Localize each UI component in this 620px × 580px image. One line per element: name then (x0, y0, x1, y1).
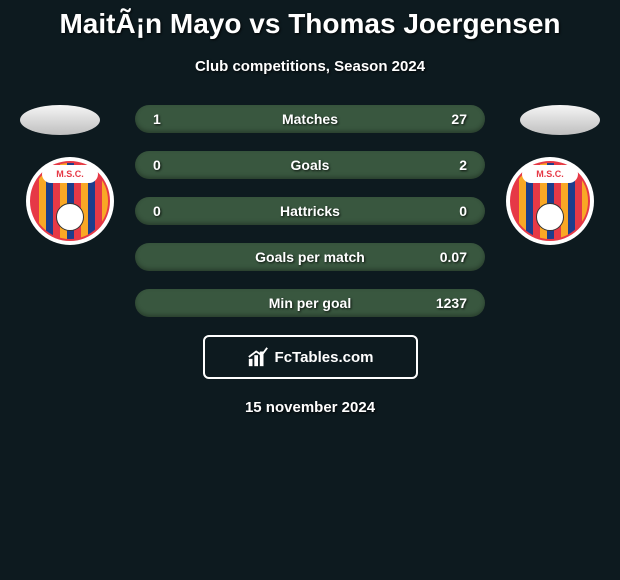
badge-label-left: M.S.C. (42, 165, 98, 183)
badge-label-right: M.S.C. (522, 165, 578, 183)
content-area: M.S.C. M.S.C. 1 Matches 27 0 Goals 2 0 H… (0, 105, 620, 416)
badge-shield-icon: M.S.C. (510, 161, 590, 241)
footer-brand-text: FcTables.com (275, 349, 374, 366)
stat-row-min-per-goal: Min per goal 1237 (135, 289, 485, 317)
badge-shield-icon: M.S.C. (30, 161, 110, 241)
stat-left-value: 0 (153, 157, 193, 173)
flag-right (520, 105, 600, 135)
club-badge-right: M.S.C. (506, 157, 594, 245)
page-title: MaitÃ¡n Mayo vs Thomas Joergensen (0, 0, 620, 40)
soccer-ball-icon (536, 203, 564, 231)
stat-right-value: 0 (427, 203, 467, 219)
stat-row-goals: 0 Goals 2 (135, 151, 485, 179)
stat-right-value: 0.07 (427, 249, 467, 265)
stat-right-value: 2 (427, 157, 467, 173)
stats-list: 1 Matches 27 0 Goals 2 0 Hattricks 0 Goa… (135, 105, 485, 317)
stat-label: Min per goal (193, 295, 427, 311)
stat-left-value: 0 (153, 203, 193, 219)
stat-right-value: 27 (427, 111, 467, 127)
soccer-ball-icon (56, 203, 84, 231)
stat-row-hattricks: 0 Hattricks 0 (135, 197, 485, 225)
stat-label: Matches (193, 111, 427, 127)
flag-left (20, 105, 100, 135)
date-text: 15 november 2024 (0, 399, 620, 416)
footer-brand-box[interactable]: FcTables.com (203, 335, 418, 379)
subtitle: Club competitions, Season 2024 (0, 58, 620, 75)
stat-row-goals-per-match: Goals per match 0.07 (135, 243, 485, 271)
stat-label: Goals (193, 157, 427, 173)
stat-left-value: 1 (153, 111, 193, 127)
stat-label: Goals per match (193, 249, 427, 265)
club-badge-left: M.S.C. (26, 157, 114, 245)
stat-right-value: 1237 (427, 295, 467, 311)
stat-label: Hattricks (193, 203, 427, 219)
chart-icon (247, 346, 269, 368)
stat-row-matches: 1 Matches 27 (135, 105, 485, 133)
